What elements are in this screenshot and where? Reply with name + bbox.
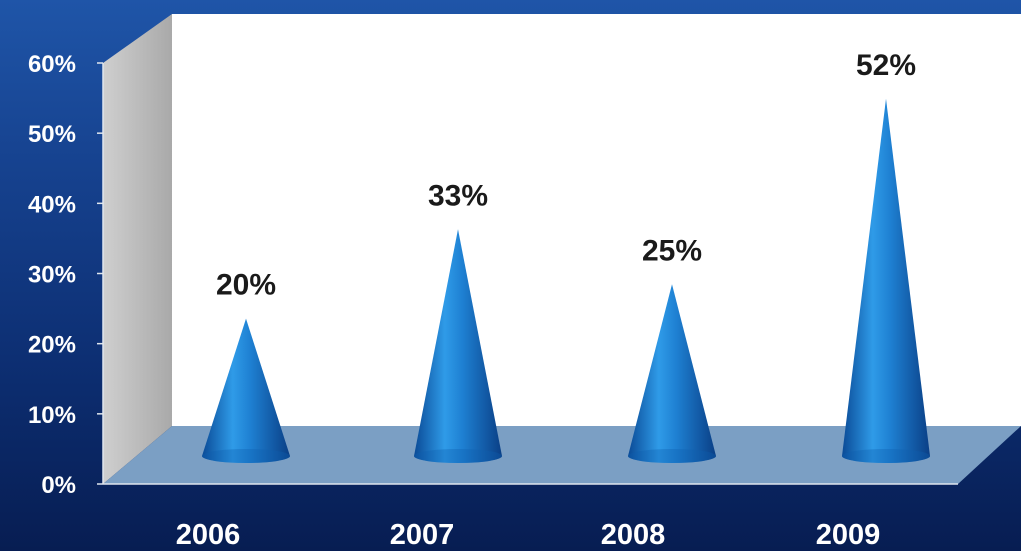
plot-floor bbox=[103, 426, 1021, 484]
x-tick-label: 2007 bbox=[390, 519, 455, 551]
cone-bar-2006 bbox=[202, 318, 290, 463]
y-tick-label: 10% bbox=[28, 402, 76, 429]
y-tick-label: 30% bbox=[28, 262, 76, 289]
y-tick-label: 50% bbox=[28, 121, 76, 148]
plot-side-wall bbox=[103, 14, 172, 484]
cone-bar-2009 bbox=[842, 98, 930, 463]
cone-base bbox=[202, 449, 290, 463]
cone-series bbox=[202, 98, 930, 463]
x-tick-label: 2008 bbox=[601, 519, 666, 551]
data-label: 33% bbox=[428, 179, 488, 212]
plot-back-wall bbox=[172, 14, 1021, 426]
y-tick-label: 60% bbox=[28, 51, 76, 78]
data-label: 52% bbox=[856, 49, 916, 82]
x-tick-label: 2009 bbox=[816, 519, 881, 551]
cone-body bbox=[414, 229, 502, 463]
cone-base bbox=[842, 449, 930, 463]
plot-area bbox=[102, 14, 1021, 485]
cone-bar-2008 bbox=[628, 284, 716, 463]
cone-body bbox=[842, 98, 930, 463]
data-label: 25% bbox=[642, 234, 702, 267]
cone-base bbox=[628, 449, 716, 463]
cone-base bbox=[414, 449, 502, 463]
y-axis-ticks: 0% 10% 20% 30% 40% 50% 60% bbox=[28, 51, 103, 499]
x-axis-ticks: 2006 2007 2008 2009 bbox=[176, 519, 881, 551]
cone-body bbox=[202, 318, 290, 463]
y-tick-label: 0% bbox=[41, 472, 76, 499]
cone-body bbox=[628, 284, 716, 463]
data-labels: 20% 33% 25% 52% bbox=[216, 49, 916, 302]
y-tick-label: 40% bbox=[28, 191, 76, 218]
data-label: 20% bbox=[216, 269, 276, 302]
cone-bar-2007 bbox=[414, 229, 502, 463]
y-tick-label: 20% bbox=[28, 332, 76, 359]
x-tick-label: 2006 bbox=[176, 519, 241, 551]
